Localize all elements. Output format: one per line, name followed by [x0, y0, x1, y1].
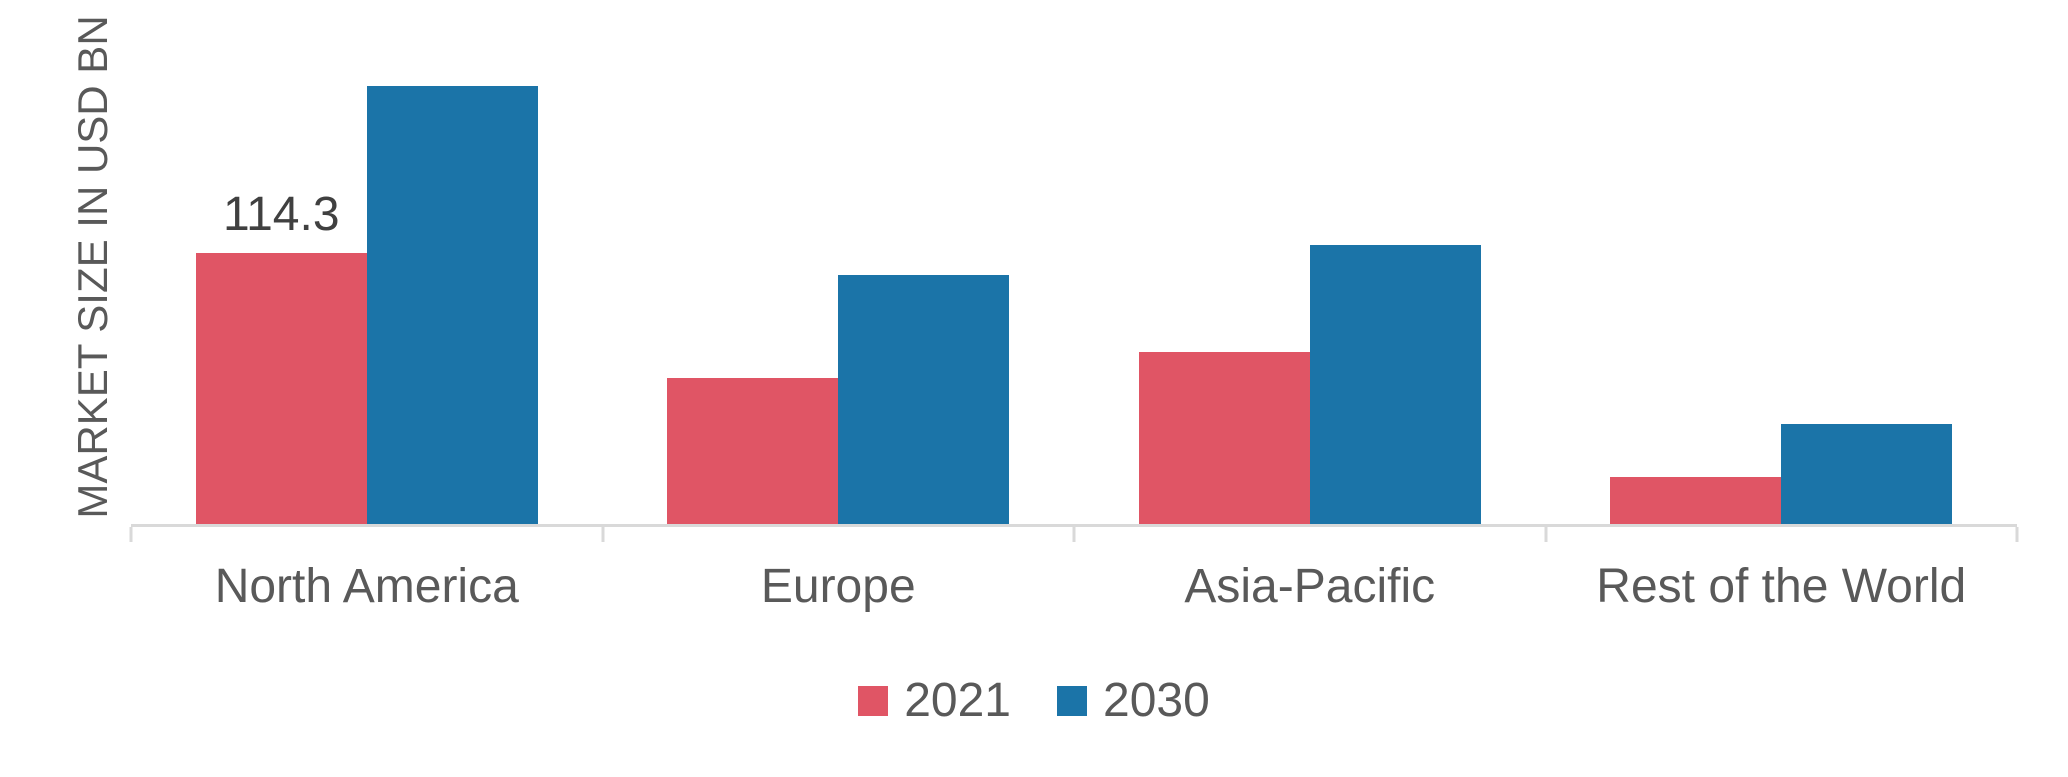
- category-group-rest-of-the-world: [1546, 50, 2018, 524]
- x-axis-ticks: [129, 527, 2019, 543]
- bar-2030-north-america: [366, 86, 538, 524]
- x-axis-label-north-america: North America: [214, 560, 519, 613]
- legend-label-2030: 2030: [1103, 674, 1210, 727]
- legend: 2021 2030: [0, 672, 2068, 730]
- x-axis-tick: [129, 527, 133, 542]
- x-axis-tick: [2015, 527, 2019, 542]
- legend-swatch-2030: [1057, 685, 1087, 716]
- legend-item-2030: 2030: [1057, 672, 1210, 730]
- x-axis-label-europe: Europe: [760, 560, 916, 613]
- legend-item-2021: 2021: [858, 672, 1011, 730]
- category-group-north-america: 114.3: [131, 50, 603, 524]
- x-axis-label-asia-pacific: Asia-Pacific: [1184, 560, 1436, 613]
- bar-2030-asia-pacific: [1309, 245, 1481, 524]
- plot-area: 114.3: [131, 50, 2017, 527]
- data-label: 114.3: [222, 188, 340, 242]
- x-axis-tick: [1072, 527, 1076, 542]
- x-axis-tick: [601, 527, 604, 542]
- x-axis-label-rest-of-the-world: Rest of the World: [1596, 560, 1967, 613]
- x-axis-tick: [1544, 527, 1547, 542]
- bar-2030-rest-of-the-world: [1781, 424, 1953, 524]
- y-axis-title: MARKET SIZE IN USD BN: [69, 15, 116, 519]
- bar-2021-europe: [667, 378, 839, 524]
- legend-swatch-2021: [858, 685, 889, 716]
- category-group-europe: [603, 50, 1075, 524]
- bar-2030-europe: [838, 275, 1010, 524]
- legend-label-2021: 2021: [904, 674, 1011, 727]
- x-axis-labels: North America Europe Asia-Pacific Rest of t…: [131, 558, 2017, 616]
- bar-2021-rest-of-the-world: [1610, 477, 1782, 524]
- bar-2021-asia-pacific: [1138, 352, 1310, 524]
- bar-2021-north-america: 114.3: [195, 191, 367, 524]
- category-group-asia-pacific: [1074, 50, 1546, 524]
